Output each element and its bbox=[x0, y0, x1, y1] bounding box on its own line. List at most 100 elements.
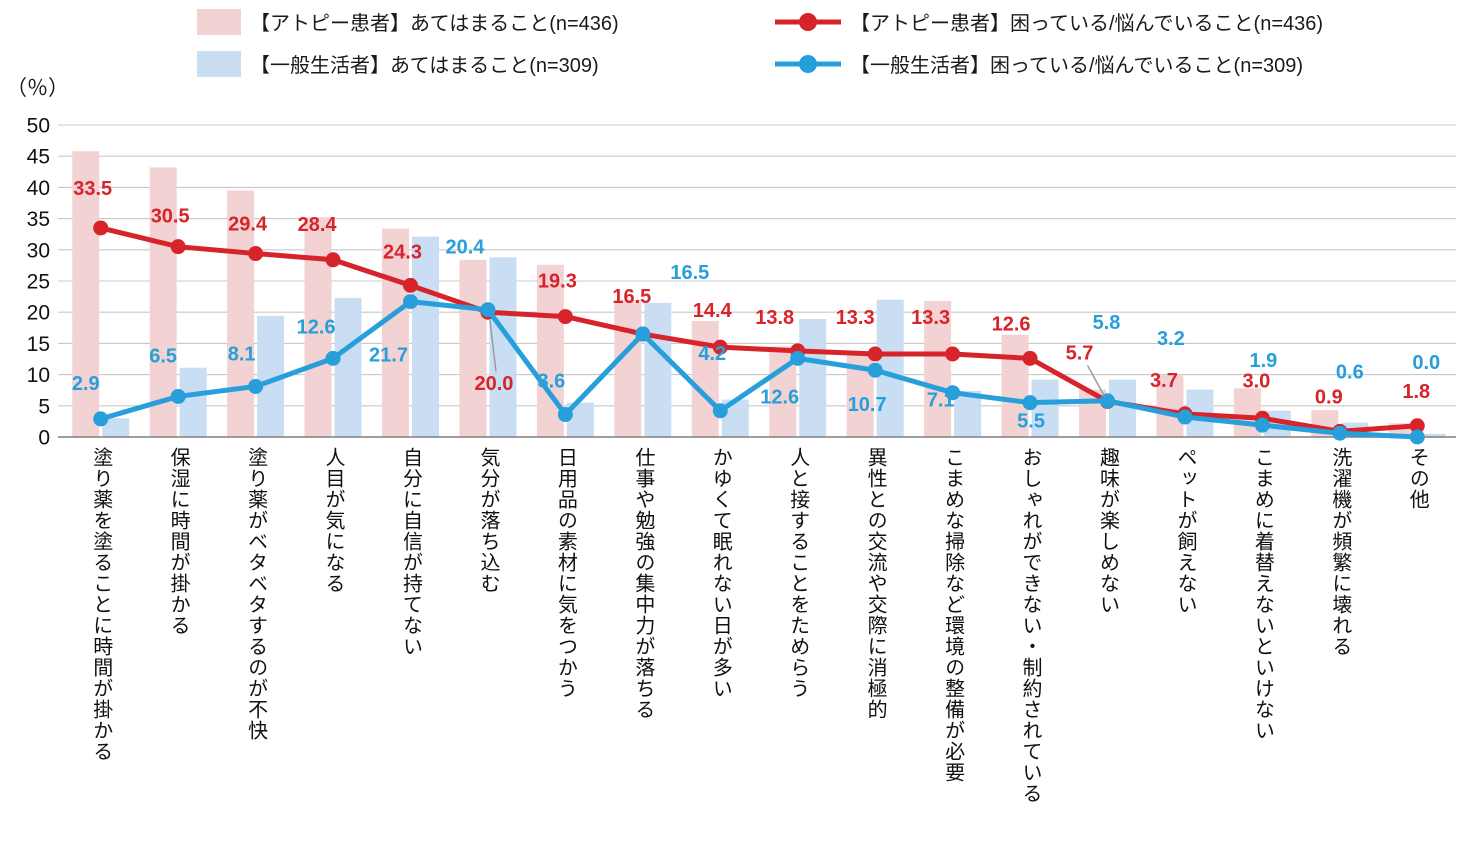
y-tick-label: 10 bbox=[27, 364, 50, 387]
bar-atopy bbox=[459, 259, 487, 437]
line-marker-atopy bbox=[248, 246, 264, 262]
value-label-atopy: 13.8 bbox=[755, 307, 794, 329]
value-label-atopy: 0.9 bbox=[1315, 386, 1343, 408]
value-label-general: 4.2 bbox=[698, 343, 726, 365]
value-label-atopy: 13.3 bbox=[836, 307, 875, 329]
category-label: 日用品の素材に気をつかう bbox=[554, 447, 577, 699]
category-label: ペットが飼えない bbox=[1173, 447, 1196, 615]
value-label-atopy: 5.7 bbox=[1066, 342, 1094, 364]
legend-label-general-line: 【一般生活者】困っている/悩んでいること(n=309) bbox=[850, 55, 1304, 77]
legend-item-general-bar: 【一般生活者】あてはまること(n=309) bbox=[197, 49, 599, 78]
legend-label-general-bar: 【一般生活者】あてはまること(n=309) bbox=[250, 55, 599, 77]
leader-line bbox=[489, 320, 497, 372]
line-marker-general bbox=[248, 378, 264, 394]
line-marker-general bbox=[93, 411, 109, 427]
leader-line bbox=[1086, 365, 1106, 397]
value-label-general: 5.8 bbox=[1093, 312, 1121, 334]
line-marker-atopy bbox=[170, 239, 186, 255]
bar-general bbox=[644, 302, 672, 437]
bar-atopy bbox=[227, 190, 255, 437]
bar-atopy bbox=[614, 299, 642, 437]
line-marker-general bbox=[1100, 393, 1115, 409]
legend-item-general-line: 【一般生活者】困っている/悩んでいること(n=309) bbox=[775, 49, 1303, 78]
legend-item-atopy-line: 【アトピー患者】困っている/悩んでいること(n=436) bbox=[775, 7, 1323, 36]
value-label-atopy: 28.4 bbox=[298, 214, 338, 236]
value-label-general: 10.7 bbox=[848, 394, 887, 416]
value-label-general: 12.6 bbox=[760, 386, 799, 408]
value-label-general: 5.5 bbox=[1017, 411, 1045, 433]
y-tick-label: 30 bbox=[27, 239, 50, 262]
line-marker-atopy bbox=[1022, 350, 1038, 366]
value-label-atopy: 30.5 bbox=[151, 206, 190, 228]
category-label: 人と接することをためらう bbox=[786, 447, 809, 699]
line-marker-general bbox=[325, 350, 341, 366]
line-marker-general bbox=[170, 388, 186, 404]
value-label-general: 0.0 bbox=[1412, 352, 1440, 374]
line-marker-general bbox=[557, 407, 573, 423]
line-marker-general bbox=[480, 302, 496, 318]
y-tick-label: 40 bbox=[27, 177, 50, 200]
general-line-legend-icon bbox=[775, 51, 841, 77]
bar-general bbox=[334, 297, 362, 437]
value-label-atopy: 29.4 bbox=[228, 214, 268, 236]
value-label-atopy: 12.6 bbox=[992, 313, 1031, 335]
line-marker-general bbox=[1332, 425, 1348, 441]
bar-atopy bbox=[1001, 334, 1029, 437]
value-label-atopy: 14.4 bbox=[693, 300, 733, 322]
value-label-general: 21.7 bbox=[369, 345, 408, 367]
category-label: 保湿に時間が掛かる bbox=[167, 447, 190, 636]
value-label-atopy: 3.7 bbox=[1150, 370, 1178, 392]
value-label-general: 6.5 bbox=[149, 345, 177, 367]
line-marker-general bbox=[1022, 395, 1038, 411]
general-bar-swatch-icon bbox=[197, 50, 241, 77]
category-label: 塗り薬を塗ることに時間が掛かる bbox=[89, 447, 112, 762]
category-label: 異性との交流や交際に消極的 bbox=[864, 447, 887, 720]
bar-atopy bbox=[304, 217, 332, 437]
value-label-general: 16.5 bbox=[670, 262, 709, 284]
line-marker-general bbox=[712, 403, 728, 419]
bar-atopy bbox=[72, 151, 100, 437]
line-marker-atopy bbox=[403, 277, 418, 293]
value-label-general: 0.6 bbox=[1336, 361, 1364, 383]
chart-plot: 0 5 10 15 20 25 30 35 40 45 50 33.5 30.5 29.4 28.4 24.3… bbox=[27, 115, 1456, 450]
category-label: 塗り薬がベタベタするのが不快 bbox=[244, 447, 267, 741]
value-label-general: 12.6 bbox=[297, 316, 336, 338]
category-label: こまめな掃除など環境の整備が必要 bbox=[941, 447, 964, 783]
y-axis-unit-label: （％） bbox=[6, 77, 69, 100]
line-marker-general bbox=[635, 326, 651, 342]
bar-general bbox=[179, 367, 207, 437]
legend-label-atopy-bar: 【アトピー患者】あてはまること(n=436) bbox=[250, 13, 619, 35]
value-label-atopy: 13.3 bbox=[911, 307, 950, 329]
value-label-general: 2.9 bbox=[72, 373, 100, 395]
value-label-general: 1.9 bbox=[1249, 350, 1277, 372]
line-marker-atopy bbox=[325, 252, 341, 268]
value-label-general: 3.6 bbox=[537, 371, 565, 393]
line-marker-atopy bbox=[93, 220, 109, 236]
value-label-general: 3.2 bbox=[1157, 328, 1185, 350]
line-marker-general bbox=[790, 350, 806, 366]
category-label: 洗濯機が頻繁に壊れる bbox=[1328, 447, 1351, 657]
atopy-bar-swatch-icon bbox=[197, 8, 241, 35]
y-tick-label: 0 bbox=[38, 427, 50, 450]
bar-general bbox=[799, 319, 827, 437]
value-label-atopy: 19.3 bbox=[538, 271, 577, 293]
y-tick-label: 20 bbox=[27, 302, 50, 325]
bar-atopy bbox=[691, 320, 719, 437]
category-label: 気分が落ち込む bbox=[476, 447, 499, 594]
category-label: 趣味が楽しめない bbox=[1096, 447, 1119, 615]
y-tick-label: 45 bbox=[27, 146, 50, 169]
y-tick-label: 35 bbox=[27, 208, 50, 231]
bar-general bbox=[412, 236, 439, 437]
value-label-general: 8.1 bbox=[228, 343, 256, 365]
line-marker-atopy bbox=[712, 339, 728, 355]
value-label-atopy: 20.0 bbox=[474, 373, 513, 395]
line-marker-atopy bbox=[945, 346, 961, 362]
line-marker-general bbox=[945, 385, 961, 401]
line-marker-general bbox=[867, 362, 883, 378]
category-label: 自分に自信が持てない bbox=[399, 447, 422, 657]
category-label: 人目が気になる bbox=[322, 447, 345, 594]
value-label-atopy: 16.5 bbox=[612, 286, 651, 308]
y-tick-label: 25 bbox=[27, 271, 50, 294]
bar-general bbox=[489, 257, 517, 437]
